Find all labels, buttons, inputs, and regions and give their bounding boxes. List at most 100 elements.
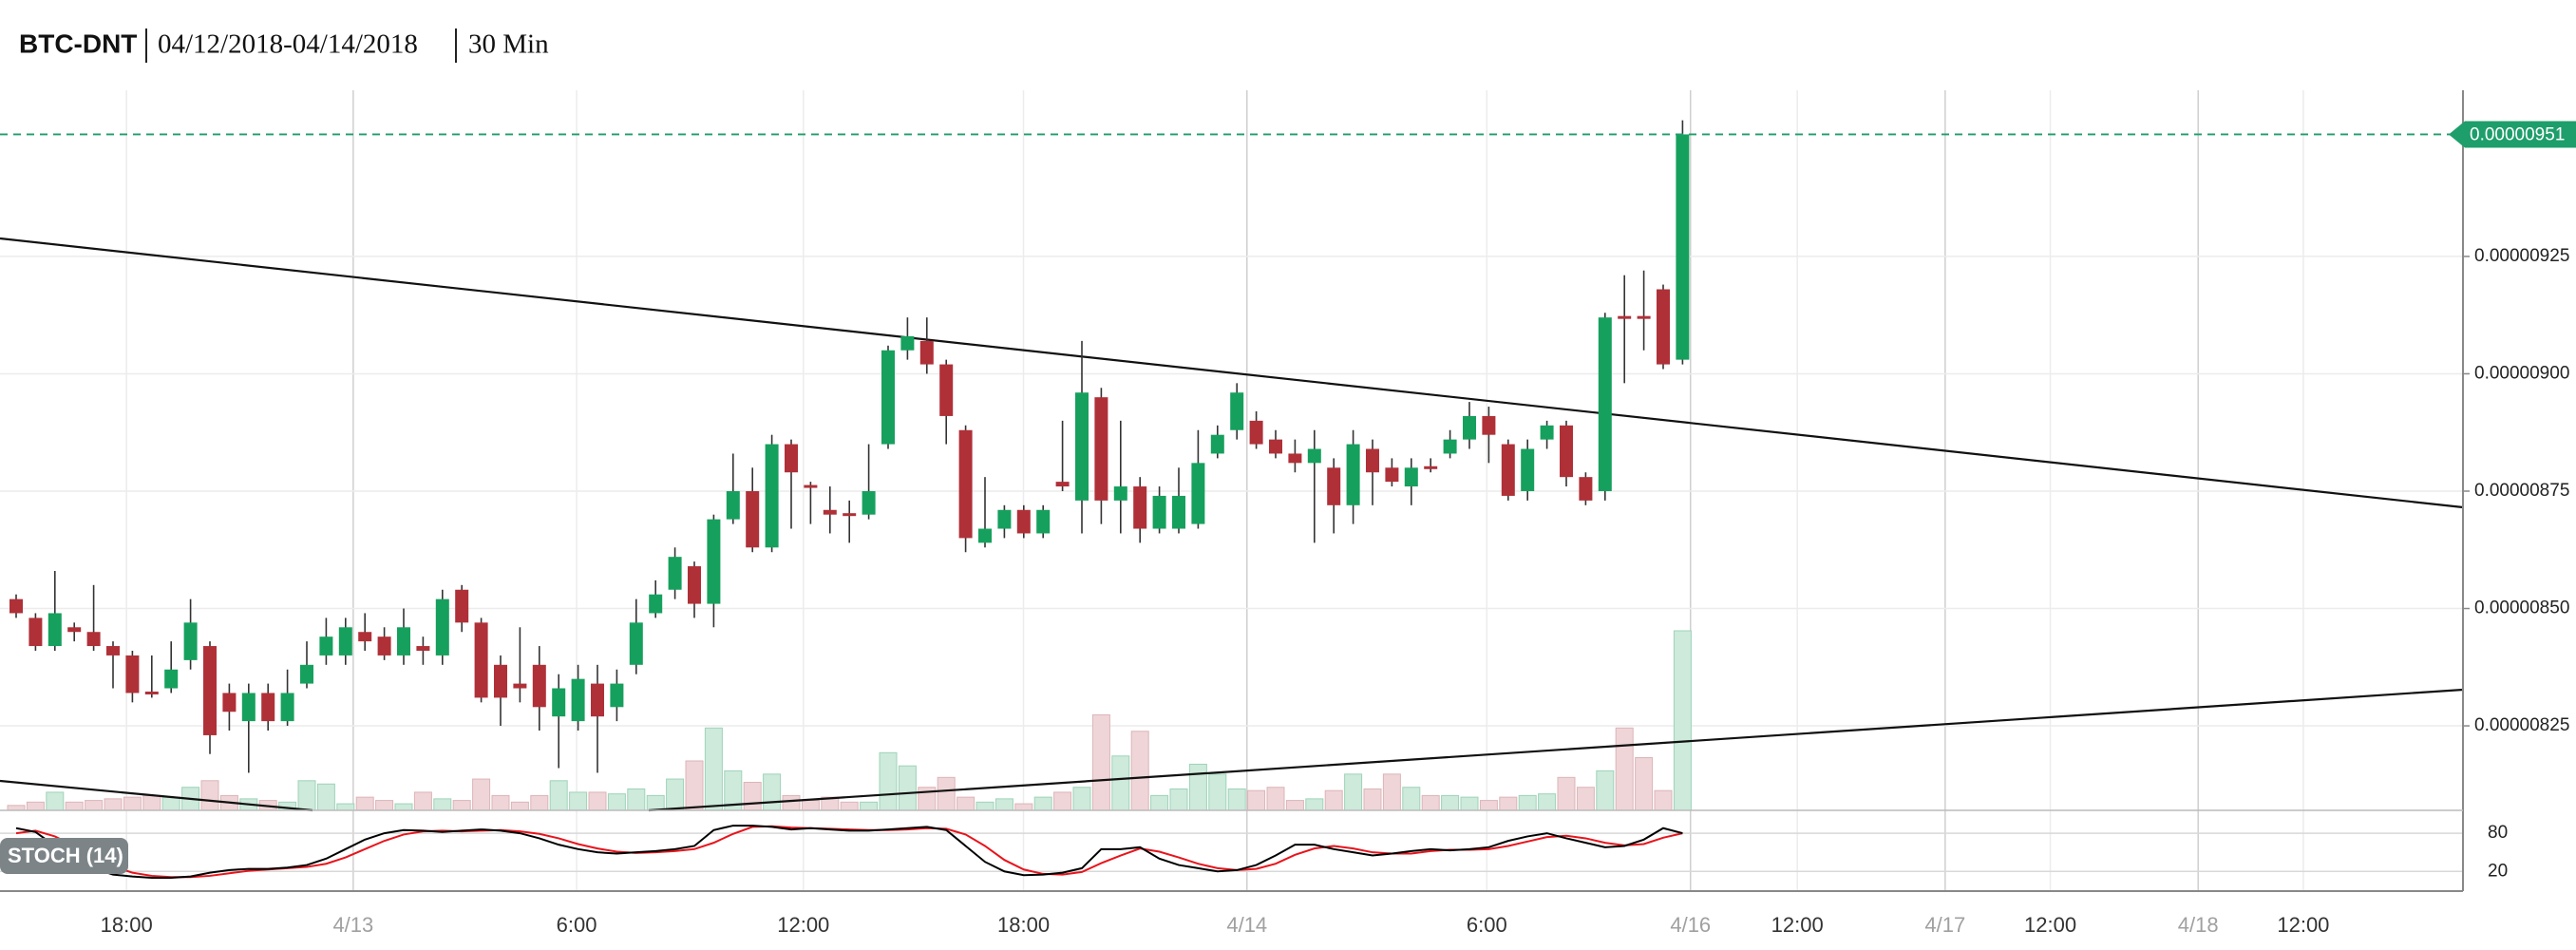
candle-body — [1540, 425, 1554, 440]
candle-body — [746, 490, 760, 548]
volume-bar — [957, 796, 975, 811]
volume-bar — [161, 796, 180, 811]
candle-body — [552, 688, 566, 717]
y-tick-label: 0.00000825 — [2474, 715, 2569, 735]
volume-bar — [1441, 794, 1460, 811]
candle-body — [726, 490, 740, 520]
candle-body — [377, 636, 391, 656]
x-tick-label: 18:00 — [997, 913, 1050, 937]
candle-body — [668, 557, 682, 590]
stoch-tick-label: 20 — [2488, 861, 2508, 881]
candle-body — [649, 594, 663, 614]
volume-bar — [1169, 788, 1188, 811]
volume-bar — [704, 727, 723, 811]
volume-bar — [1285, 800, 1304, 811]
volume-bar — [297, 780, 316, 811]
trend-line — [0, 237, 2464, 509]
volume-bar — [549, 780, 568, 811]
volume-bar — [801, 800, 820, 811]
volume-bar — [510, 801, 529, 811]
volume-bar — [685, 760, 704, 811]
volume-bar — [1053, 791, 1072, 811]
candle-body — [881, 350, 895, 445]
volume-bar — [142, 794, 161, 811]
volume-bar — [1596, 770, 1615, 811]
volume-bar — [1266, 787, 1285, 811]
candle-body — [1307, 448, 1321, 464]
candle-body — [919, 340, 934, 365]
volume-bar — [452, 800, 471, 811]
candle-body — [1598, 317, 1612, 491]
candles-layer — [9, 120, 1690, 773]
candle-body — [532, 664, 546, 708]
volume-bar — [1091, 713, 1110, 811]
volume-bar — [898, 765, 917, 811]
indicator-name: STOCH (14) — [8, 844, 123, 867]
y-tick-label: 0.00000875 — [2474, 481, 2569, 501]
volume-bar — [355, 796, 374, 811]
candle-body — [9, 598, 23, 614]
candle-body — [1346, 444, 1360, 505]
candle-body — [1036, 509, 1051, 534]
candle-body — [1269, 439, 1282, 454]
candle-body — [1424, 466, 1438, 469]
volume-bar — [1402, 787, 1421, 811]
stoch-line-d — [15, 825, 1683, 879]
trend-line — [0, 779, 313, 812]
candle-body — [280, 693, 294, 722]
candle-body — [1133, 486, 1147, 529]
candle-body — [1579, 477, 1593, 501]
chart-title: BTC-DNT — [19, 28, 137, 58]
candle-body — [765, 444, 779, 548]
candle-body — [1501, 444, 1515, 496]
volume-bar — [646, 794, 665, 811]
volume-bar — [1305, 798, 1324, 811]
candle-body — [1404, 467, 1418, 487]
candle-body — [67, 627, 82, 633]
interval: 30 Min — [468, 29, 549, 60]
volume-bar — [1150, 794, 1169, 811]
volume-bar — [104, 798, 123, 811]
indicator-badge — [0, 838, 128, 874]
candle-body — [106, 646, 120, 656]
candle-body — [1075, 392, 1089, 501]
date-range: 04/12/2018-04/14/2018 — [158, 29, 418, 60]
x-tick-label: 12:00 — [777, 913, 829, 937]
volume-bar — [763, 773, 782, 811]
candle-body — [571, 678, 585, 722]
candle-body — [1191, 463, 1205, 524]
candle-body — [164, 669, 179, 689]
candle-body — [1366, 448, 1379, 473]
candle-body — [1230, 392, 1244, 430]
volume-layer — [7, 630, 1692, 811]
candle-body — [125, 655, 140, 694]
volume-bar — [1557, 776, 1576, 811]
volume-bar — [1479, 800, 1498, 811]
candle-body — [958, 429, 973, 539]
candle-body — [144, 691, 159, 694]
volume-bar — [1014, 803, 1033, 811]
volume-bar — [530, 794, 549, 811]
x-tick-label: 12:00 — [2024, 913, 2076, 937]
volume-bar — [316, 783, 335, 811]
volume-bar — [1363, 788, 1382, 811]
volume-bar — [743, 782, 762, 811]
y-tick-label: 0.00000925 — [2474, 246, 2569, 266]
candle-body — [1482, 415, 1496, 435]
trend-lines — [0, 237, 2464, 812]
candle-body — [338, 627, 352, 656]
candle-body — [629, 622, 643, 665]
volume-bar — [1324, 789, 1343, 811]
x-tick-label: 18:00 — [101, 913, 153, 937]
candle-body — [978, 528, 992, 543]
candle-body — [261, 693, 275, 722]
volume-bar — [1615, 727, 1634, 811]
candle-body — [300, 664, 313, 684]
volume-bar — [627, 788, 646, 811]
y-tick-label: 0.00000900 — [2474, 363, 2569, 383]
x-tick-label: 12:00 — [2277, 913, 2329, 937]
candle-body — [785, 444, 798, 473]
candle-body — [862, 490, 876, 515]
